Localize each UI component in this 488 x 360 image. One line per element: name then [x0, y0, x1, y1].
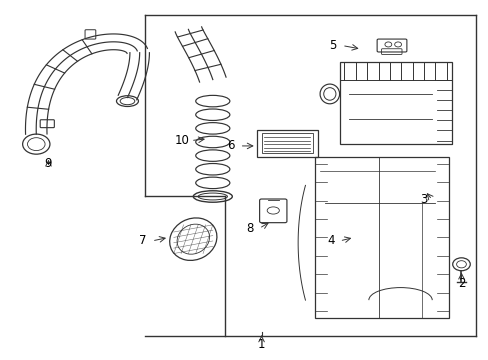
Bar — [261, 134, 312, 153]
Text: 4: 4 — [326, 234, 334, 247]
Bar — [315, 157, 448, 318]
Text: 10: 10 — [174, 134, 189, 147]
Bar — [256, 130, 317, 157]
Text: 7: 7 — [139, 234, 146, 247]
Text: 6: 6 — [226, 139, 234, 152]
Text: 3: 3 — [419, 193, 426, 206]
Text: 9: 9 — [44, 157, 52, 170]
Text: 2: 2 — [457, 278, 464, 291]
Text: 5: 5 — [329, 39, 336, 52]
Text: 8: 8 — [246, 222, 254, 235]
Text: 1: 1 — [257, 338, 265, 351]
